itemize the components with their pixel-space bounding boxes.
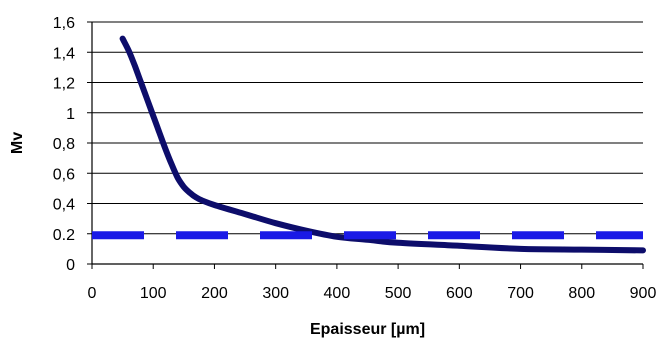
x-tick-label-3: 300 bbox=[262, 285, 289, 302]
x-tick-label-7: 700 bbox=[507, 285, 534, 302]
grid-lines bbox=[92, 21, 643, 235]
x-tick-label-8: 800 bbox=[568, 285, 595, 302]
x-tick-label-1: 100 bbox=[140, 285, 167, 302]
x-tick-label-5: 500 bbox=[385, 285, 412, 302]
x-tick-label-0: 0 bbox=[88, 285, 97, 302]
x-axis-title: Epaisseur [µm] bbox=[310, 321, 425, 338]
y-tick-label-4: 0,8 bbox=[53, 136, 75, 153]
y-tick-label-3: 0,6 bbox=[53, 166, 75, 183]
y-tick-label-2: 0,4 bbox=[53, 197, 75, 214]
y-tick-label-5: 1 bbox=[66, 106, 75, 123]
x-tick-label-2: 200 bbox=[201, 285, 228, 302]
y-axis-ticks: 0 0.2 0,4 0,6 0,8 1 1,2 1,4 1,6 bbox=[53, 15, 92, 274]
series-layer bbox=[92, 35, 646, 254]
y-tick-label-0: 0 bbox=[66, 257, 75, 274]
x-axis-ticks: 0 100 200 300 400 500 600 700 800 900 bbox=[88, 264, 657, 302]
y-tick-label-8: 1,6 bbox=[53, 15, 75, 32]
x-tick-label-4: 400 bbox=[324, 285, 351, 302]
x-tick-label-9: 900 bbox=[630, 285, 657, 302]
x-tick-label-6: 600 bbox=[446, 285, 473, 302]
y-tick-label-7: 1,4 bbox=[53, 45, 75, 62]
series-0-line bbox=[119, 35, 646, 254]
y-tick-label-6: 1,2 bbox=[53, 76, 75, 93]
y-axis-title: Mv bbox=[9, 132, 26, 154]
y-tick-label-1: 0.2 bbox=[53, 227, 75, 244]
